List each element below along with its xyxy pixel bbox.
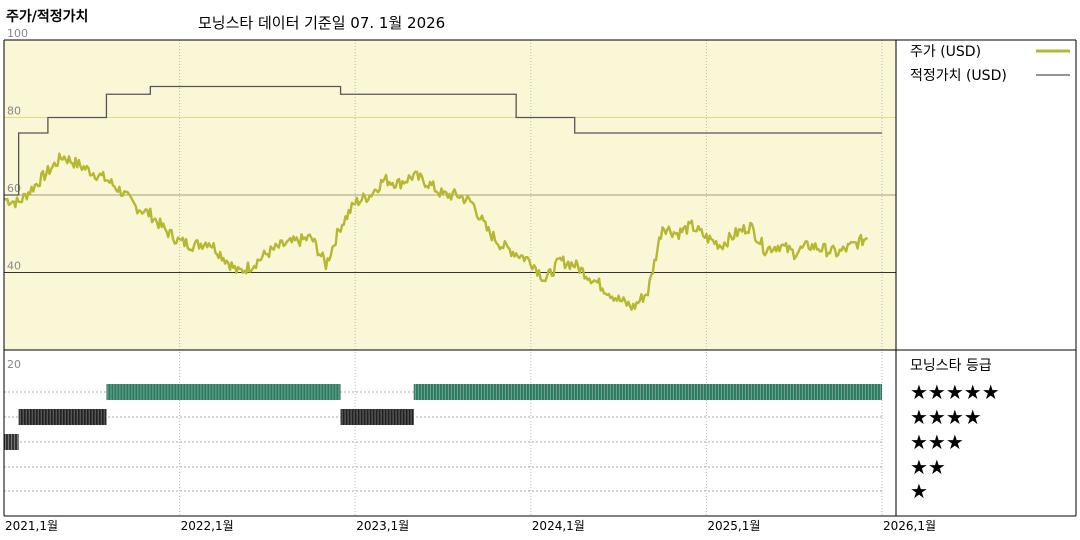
legend-fair-value-label: 적정가치 (USD) [910, 68, 1007, 84]
y-tick-label: 80 [7, 105, 21, 118]
data-date-label: 모닝스타 데이터 기준일 07. 1월 2026 [198, 14, 446, 32]
rating-star-labels: ★★★★★★★★★★★★★★★ [910, 380, 1000, 503]
y-axis-ticks: 100 80 60 40 20 [7, 27, 28, 371]
x-tick-label: 2025,1월 [707, 519, 760, 533]
rating-star-label: ★★★★★ [910, 380, 1000, 404]
x-tick-label: 2023,1월 [356, 519, 409, 533]
x-axis-ticks: 2021,1월 2022,1월 2023,1월 2024,1월 2025,1월 2026,… [5, 519, 936, 533]
rating-star-label: ★★ [910, 455, 946, 479]
fair-value-line [4, 85, 882, 196]
x-tick-label: 2022,1월 [181, 519, 234, 533]
rating-bar-5-star [106, 384, 341, 400]
legend: 주가 (USD) 적정가치 (USD) 모닝스타 등급 [910, 44, 1070, 374]
y-tick-label: 100 [7, 27, 28, 40]
rating-bar-5-star [413, 384, 882, 400]
rating-star-label: ★★★ [910, 430, 964, 454]
x-tick-label: 2024,1월 [532, 519, 585, 533]
x-tick-label: 2021,1월 [5, 519, 58, 533]
rating-star-label: ★★★★ [910, 405, 982, 429]
series-lines [3, 85, 882, 311]
price-line [3, 152, 869, 311]
y-tick-label: 20 [7, 358, 21, 371]
y-tick-label: 40 [7, 260, 21, 273]
chart-title: 주가/적정가치 [6, 9, 89, 25]
rating-bar-4-star [340, 409, 414, 425]
rating-title: 모닝스타 등급 [910, 358, 992, 374]
legend-price-label: 주가 (USD) [910, 44, 981, 60]
chart-frame [3, 39, 1077, 517]
rating-bar-4-star [18, 409, 107, 425]
y-tick-label: 60 [7, 182, 21, 195]
x-tick-label: 2026,1월 [883, 519, 936, 533]
rating-star-label: ★ [910, 479, 928, 503]
rating-bars [4, 384, 882, 450]
